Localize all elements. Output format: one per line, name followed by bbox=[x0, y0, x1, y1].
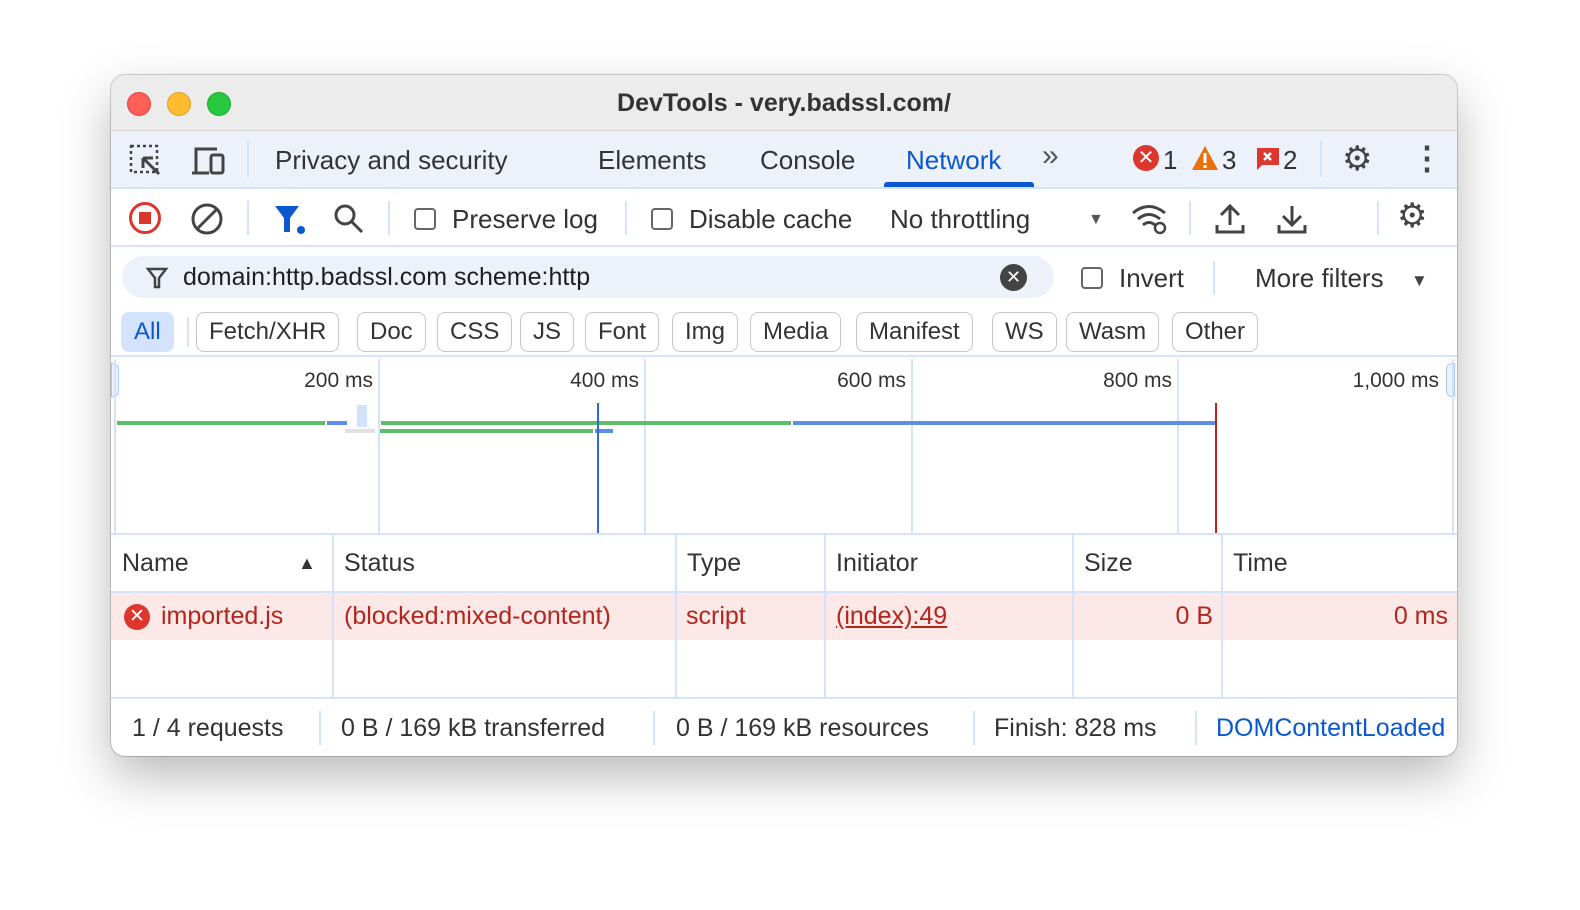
title-bar: DevTools - very.badssl.com/ bbox=[111, 75, 1457, 131]
issues-count[interactable]: 2 bbox=[1283, 145, 1298, 175]
network-overview: 200 ms 400 ms 600 ms 800 ms 1,000 ms bbox=[111, 359, 1457, 535]
throttling-dropdown-icon[interactable]: ▼ bbox=[1088, 211, 1104, 228]
dom-content-loaded-marker bbox=[597, 403, 600, 533]
filter-input[interactable]: domain:http.badssl.com scheme:http ✕ bbox=[122, 256, 1054, 298]
filter-funnel-icon bbox=[146, 267, 169, 289]
more-options-icon[interactable]: ⋮ bbox=[1411, 140, 1443, 176]
tab-elements[interactable]: Elements bbox=[598, 145, 707, 175]
search-icon[interactable] bbox=[333, 203, 367, 237]
request-type: script bbox=[686, 602, 746, 630]
device-toolbar-icon[interactable] bbox=[191, 144, 227, 178]
tab-network[interactable]: Network bbox=[906, 145, 1002, 175]
resources-size: 0 B / 169 kB resources bbox=[676, 714, 929, 742]
more-tabs-icon[interactable]: » bbox=[1042, 139, 1059, 172]
filter-value: domain:http.badssl.com scheme:http bbox=[183, 263, 591, 291]
more-filters-dropdown-icon[interactable]: ▼ bbox=[1411, 271, 1428, 290]
tick-800: 800 ms bbox=[1103, 369, 1172, 392]
status-bar: 1 / 4 requests 0 B / 169 kB transferred … bbox=[111, 697, 1457, 756]
disable-cache-label: Disable cache bbox=[689, 204, 853, 234]
issues-icon[interactable] bbox=[1256, 147, 1280, 171]
filter-chip-ws[interactable]: WS bbox=[992, 312, 1057, 352]
network-settings-icon[interactable]: ⚙ bbox=[1397, 197, 1428, 235]
request-bar bbox=[327, 421, 347, 425]
request-bar bbox=[117, 421, 325, 425]
minimize-button[interactable] bbox=[167, 92, 191, 116]
stop-recording-icon[interactable] bbox=[129, 202, 161, 234]
throttling-select[interactable]: No throttling bbox=[890, 204, 1031, 234]
requests-table: Name ▲ Status Type Initiator Size Time ✕ … bbox=[111, 535, 1457, 697]
network-conditions-icon[interactable] bbox=[1131, 203, 1169, 235]
filter-row: domain:http.badssl.com scheme:http ✕ Inv… bbox=[111, 247, 1457, 307]
filter-chip-all[interactable]: All bbox=[121, 312, 174, 352]
request-bar bbox=[381, 421, 791, 425]
tab-console[interactable]: Console bbox=[760, 145, 856, 175]
filter-chip-doc[interactable]: Doc bbox=[357, 312, 426, 352]
inspect-element-icon[interactable] bbox=[129, 144, 163, 178]
column-initiator[interactable]: Initiator bbox=[825, 535, 1073, 593]
column-status[interactable]: Status bbox=[333, 535, 676, 593]
filter-icon[interactable] bbox=[274, 204, 308, 236]
column-size[interactable]: Size bbox=[1073, 535, 1222, 593]
close-button[interactable] bbox=[127, 92, 151, 116]
filter-chip-css[interactable]: CSS bbox=[437, 312, 513, 352]
request-time: 0 ms bbox=[1393, 602, 1448, 630]
error-icon: ✕ bbox=[124, 604, 150, 630]
warning-count[interactable]: 3 bbox=[1222, 145, 1237, 175]
warning-icon[interactable] bbox=[1191, 145, 1219, 171]
panel-tabs: Privacy and security Elements Console Ne… bbox=[111, 131, 1457, 189]
invert-checkbox[interactable] bbox=[1081, 267, 1103, 289]
dom-content-loaded-time[interactable]: DOMContentLoaded bbox=[1216, 714, 1446, 742]
filter-chip-fetchxhr[interactable]: Fetch/XHR bbox=[196, 312, 340, 352]
preserve-log-label: Preserve log bbox=[452, 204, 598, 234]
request-bar bbox=[793, 421, 1217, 425]
filter-chip-other[interactable]: Other bbox=[1172, 312, 1259, 352]
zoom-button[interactable] bbox=[207, 92, 231, 116]
error-icon[interactable]: ✕ bbox=[1133, 145, 1159, 171]
filter-chip-wasm[interactable]: Wasm bbox=[1066, 312, 1160, 352]
tab-privacy-security[interactable]: Privacy and security bbox=[275, 145, 508, 175]
request-status: (blocked:mixed-content) bbox=[344, 602, 611, 630]
filter-chip-manifest[interactable]: Manifest bbox=[856, 312, 973, 352]
preserve-log-checkbox[interactable] bbox=[414, 208, 436, 230]
error-count[interactable]: 1 bbox=[1163, 145, 1178, 175]
clear-icon[interactable] bbox=[190, 202, 224, 236]
tick-600: 600 ms bbox=[837, 369, 906, 392]
load-marker bbox=[1215, 403, 1218, 533]
request-size: 0 B bbox=[1175, 602, 1213, 630]
export-har-icon[interactable] bbox=[1276, 203, 1308, 235]
tick-400: 400 ms bbox=[570, 369, 639, 392]
column-time[interactable]: Time bbox=[1222, 535, 1457, 593]
transferred-size: 0 B / 169 kB transferred bbox=[341, 714, 606, 742]
request-name[interactable]: imported.js bbox=[161, 602, 284, 630]
invert-label: Invert bbox=[1119, 263, 1185, 293]
request-bar bbox=[380, 429, 593, 433]
tick-1000: 1,000 ms bbox=[1352, 369, 1439, 392]
import-har-icon[interactable] bbox=[1214, 203, 1246, 235]
settings-gear-icon[interactable]: ⚙ bbox=[1342, 140, 1373, 178]
sort-ascending-icon: ▲ bbox=[298, 553, 316, 573]
table-row[interactable]: ✕ imported.js (blocked:mixed-content) sc… bbox=[111, 593, 1457, 640]
request-initiator-link[interactable]: (index):49 bbox=[836, 602, 948, 630]
filter-chip-font[interactable]: Font bbox=[585, 312, 660, 352]
more-filters-button[interactable]: More filters bbox=[1255, 263, 1384, 293]
filter-chip-media[interactable]: Media bbox=[750, 312, 842, 352]
request-bar bbox=[595, 429, 613, 433]
window-title: DevTools - very.badssl.com/ bbox=[617, 89, 951, 117]
devtools-window: DevTools - very.badssl.com/ Privacy and … bbox=[111, 75, 1457, 756]
column-type[interactable]: Type bbox=[676, 535, 825, 593]
filter-chip-js[interactable]: JS bbox=[520, 312, 575, 352]
column-name[interactable]: Name ▲ bbox=[111, 535, 333, 593]
network-toolbar: Preserve log Disable cache No throttling… bbox=[111, 189, 1457, 247]
resource-type-filters: All Fetch/XHR Doc CSS JS Font Img Media Manifest… bbox=[111, 307, 1457, 357]
filter-chip-img[interactable]: Img bbox=[672, 312, 739, 352]
column-name-label: Name bbox=[122, 549, 189, 577]
disable-cache-checkbox[interactable] bbox=[651, 208, 673, 230]
overview-right-handle[interactable] bbox=[1446, 363, 1455, 397]
clear-filter-icon[interactable]: ✕ bbox=[1000, 264, 1027, 291]
tick-200: 200 ms bbox=[304, 369, 373, 392]
requests-count: 1 / 4 requests bbox=[132, 714, 284, 742]
finish-time: Finish: 828 ms bbox=[994, 714, 1157, 742]
